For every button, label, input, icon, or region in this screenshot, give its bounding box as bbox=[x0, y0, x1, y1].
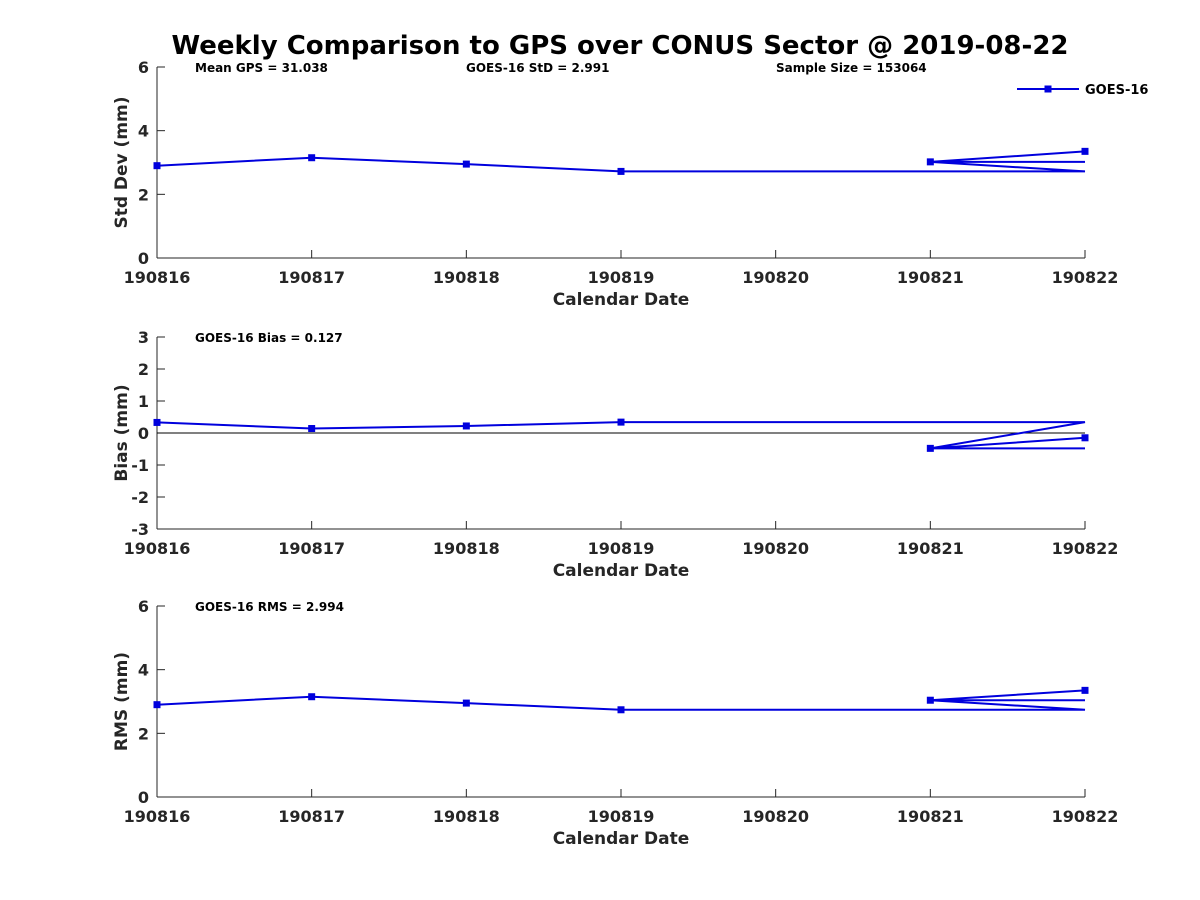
panel-annotation: GOES-16 Bias = 0.127 bbox=[195, 331, 343, 345]
x-tick-label: 190817 bbox=[278, 807, 345, 826]
data-point-marker bbox=[926, 696, 934, 704]
x-axis-label: Calendar Date bbox=[553, 829, 690, 849]
series-line-goes-16 bbox=[156, 421, 1086, 450]
data-point-marker bbox=[1081, 147, 1089, 155]
y-tick-label: 6 bbox=[138, 58, 149, 77]
y-tick-label: 2 bbox=[138, 724, 149, 743]
legend-marker-swatch bbox=[1044, 85, 1052, 93]
x-tick-label: 190819 bbox=[588, 807, 655, 826]
panel-annotation: GOES-16 RMS = 2.994 bbox=[195, 600, 344, 614]
y-tick-label: 2 bbox=[138, 185, 149, 204]
x-tick-label: 190816 bbox=[124, 268, 191, 287]
x-axis-label: Calendar Date bbox=[553, 290, 690, 310]
data-point-marker bbox=[926, 158, 934, 166]
y-tick-label: 4 bbox=[138, 122, 149, 141]
x-tick-label: 190822 bbox=[1052, 268, 1119, 287]
x-tick-label: 190821 bbox=[897, 539, 964, 558]
x-tick-label: 190820 bbox=[742, 268, 809, 287]
y-tick-label: 0 bbox=[138, 424, 149, 443]
data-point-marker bbox=[617, 167, 625, 175]
legend: GOES-16 bbox=[1017, 83, 1148, 98]
x-tick-label: 190818 bbox=[433, 539, 500, 558]
y-tick-label: 6 bbox=[138, 597, 149, 616]
x-tick-label: 190821 bbox=[897, 807, 964, 826]
y-axis-label: RMS (mm) bbox=[112, 652, 132, 751]
y-tick-label: -3 bbox=[131, 520, 149, 539]
x-tick-label: 190821 bbox=[897, 268, 964, 287]
chart-panels: 0 2 4 6 190816 190817 190818 190819 190820 190821… bbox=[112, 58, 1118, 849]
y-tick-label: 0 bbox=[138, 249, 149, 268]
series-line-goes-16 bbox=[156, 150, 1086, 173]
data-point-marker bbox=[926, 444, 934, 452]
panel-annotation: GOES-16 StD = 2.991 bbox=[466, 61, 609, 75]
x-tick-label: 190820 bbox=[742, 807, 809, 826]
chart-title: Weekly Comparison to GPS over CONUS Sect… bbox=[171, 31, 1068, 61]
data-point-marker bbox=[462, 160, 470, 168]
x-tick-label: 190819 bbox=[588, 539, 655, 558]
x-tick-label: 190817 bbox=[278, 539, 345, 558]
x-tick-label: 190822 bbox=[1052, 539, 1119, 558]
y-tick-label: -2 bbox=[131, 488, 149, 507]
data-point-marker bbox=[462, 422, 470, 430]
y-tick-label: 2 bbox=[138, 360, 149, 379]
x-tick-label: 190819 bbox=[588, 268, 655, 287]
x-tick-label: 190817 bbox=[278, 268, 345, 287]
data-point-marker bbox=[153, 162, 161, 170]
y-tick-label: 0 bbox=[138, 788, 149, 807]
legend-entry-label: GOES-16 bbox=[1085, 83, 1148, 98]
series-line-goes-16 bbox=[156, 689, 1086, 711]
data-point-marker bbox=[617, 418, 625, 426]
x-tick-label: 190820 bbox=[742, 539, 809, 558]
y-tick-label: -1 bbox=[131, 456, 149, 475]
y-tick-label: 3 bbox=[138, 328, 149, 347]
y-axis-label: Std Dev (mm) bbox=[112, 96, 132, 228]
panel-annotation: Mean GPS = 31.038 bbox=[195, 61, 328, 75]
x-tick-label: 190816 bbox=[124, 807, 191, 826]
data-point-marker bbox=[308, 154, 316, 162]
x-tick-label: 190818 bbox=[433, 268, 500, 287]
panel-3: 0 2 4 6 190816 190817 190818 190819 190820 190821… bbox=[112, 597, 1118, 849]
data-point-marker bbox=[462, 699, 470, 707]
y-axis-label: Bias (mm) bbox=[112, 384, 132, 481]
y-tick-label: 1 bbox=[138, 392, 149, 411]
x-tick-label: 190818 bbox=[433, 807, 500, 826]
panel-1: 0 2 4 6 190816 190817 190818 190819 190820 190821… bbox=[112, 58, 1118, 310]
x-axis-label: Calendar Date bbox=[553, 561, 690, 581]
data-point-marker bbox=[1081, 434, 1089, 442]
x-tick-label: 190816 bbox=[124, 539, 191, 558]
data-point-marker bbox=[308, 425, 316, 433]
data-point-marker bbox=[153, 701, 161, 709]
panel-2: -3 -2 -1 0 1 2 3 190816 190817 190818 190819 190820… bbox=[112, 328, 1118, 581]
data-point-marker bbox=[1081, 686, 1089, 694]
data-point-marker bbox=[617, 706, 625, 714]
panel-annotation: Sample Size = 153064 bbox=[776, 61, 927, 75]
data-point-marker bbox=[308, 693, 316, 701]
x-tick-label: 190822 bbox=[1052, 807, 1119, 826]
data-point-marker bbox=[153, 418, 161, 426]
y-tick-label: 4 bbox=[138, 661, 149, 680]
